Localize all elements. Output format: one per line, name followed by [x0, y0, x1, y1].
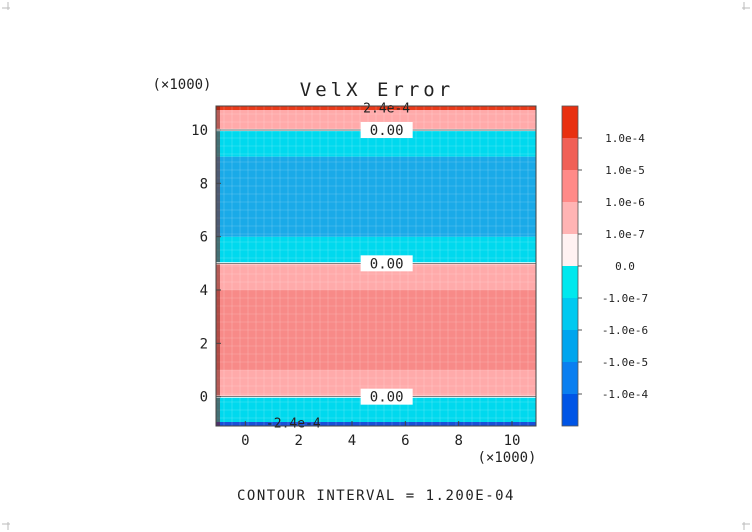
- x-tick-label-1: 2: [294, 433, 302, 449]
- plot-frame: [215, 105, 537, 427]
- extreme-label-1: -2.4e-4: [266, 416, 321, 431]
- colorbar-label-0: -1.0e-4: [602, 388, 649, 401]
- contour-label-bg-2: [360, 388, 413, 405]
- extreme-label-0: 2.4e-4: [363, 102, 410, 117]
- left-boundary-strip: [216, 106, 220, 426]
- contour-band-9: [216, 106, 536, 110]
- colorbar-swatch-7: [562, 170, 578, 202]
- contour-band-6: [216, 156, 536, 237]
- colorbar-swatch-8: [562, 138, 578, 170]
- x-scale-label: (×1000): [477, 450, 536, 466]
- colorbar-swatch-0: [562, 394, 578, 426]
- y-tick-label-1: 2: [200, 336, 208, 352]
- contour-label-2: 0.00: [370, 390, 404, 406]
- colorbar-label-1: -1.0e-5: [602, 356, 648, 369]
- colorbar-label-4: 0.0: [615, 260, 635, 273]
- contour-band-3: [216, 290, 536, 370]
- colorbar-swatch-4: [562, 266, 578, 298]
- contour-label-1: 0.00: [370, 256, 404, 272]
- contour-band-0: [216, 422, 536, 426]
- x-tick-label-3: 6: [401, 433, 409, 449]
- y-tick-label-2: 4: [200, 283, 208, 299]
- contour-label-bg-0: [360, 122, 413, 138]
- colorbar-label-5: 1.0e-7: [605, 228, 645, 241]
- contour-band-8: [216, 110, 536, 130]
- colorbar-label-2: -1.0e-6: [602, 324, 648, 337]
- colorbar-label-8: 1.0e-4: [605, 132, 645, 145]
- colorbar-swatch-5: [562, 234, 578, 266]
- chart-title: VelX Error: [300, 79, 454, 101]
- colorbar-swatch-2: [562, 330, 578, 362]
- contour-label-bg-1: [360, 255, 413, 272]
- x-tick-label-4: 8: [454, 433, 462, 449]
- x-tick-label-0: 0: [241, 433, 249, 449]
- colorbar-swatch-3: [562, 298, 578, 330]
- mesh-grid: [216, 106, 536, 426]
- contour-label-0: 0.00: [370, 123, 404, 139]
- colorbar-label-7: 1.0e-5: [605, 164, 645, 177]
- colorbar-label-6: 1.0e-6: [605, 196, 645, 209]
- colorbar-label-3: -1.0e-7: [602, 292, 648, 305]
- x-tick-label-5: 10: [504, 433, 521, 449]
- y-tick-label-4: 8: [200, 176, 208, 192]
- y-tick-label-5: 10: [191, 123, 208, 139]
- x-tick-label-2: 4: [348, 433, 356, 449]
- plot-area: 0.00 0.00 0.00 2.4e-4 -2.4e-4 0 2 4 6 8 10 0 2 4 6 8 10: [191, 102, 537, 449]
- colorbar-swatch-1: [562, 362, 578, 394]
- colorbar: -1.0e-4 -1.0e-5 -1.0e-6 -1.0e-7 0.0 1.0e-7 1.0…: [561, 105, 649, 427]
- colorbar-swatch-6: [562, 202, 578, 234]
- colorbar-swatch-9: [562, 106, 578, 138]
- y-scale-label: (×1000): [152, 77, 211, 93]
- y-tick-label-0: 0: [200, 390, 208, 406]
- contour-interval-footer: CONTOUR INTERVAL = 1.200E-04: [237, 488, 515, 504]
- y-tick-label-3: 6: [200, 230, 208, 246]
